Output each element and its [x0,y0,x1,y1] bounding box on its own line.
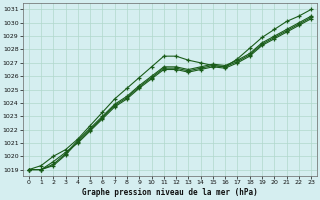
X-axis label: Graphe pression niveau de la mer (hPa): Graphe pression niveau de la mer (hPa) [82,188,258,197]
